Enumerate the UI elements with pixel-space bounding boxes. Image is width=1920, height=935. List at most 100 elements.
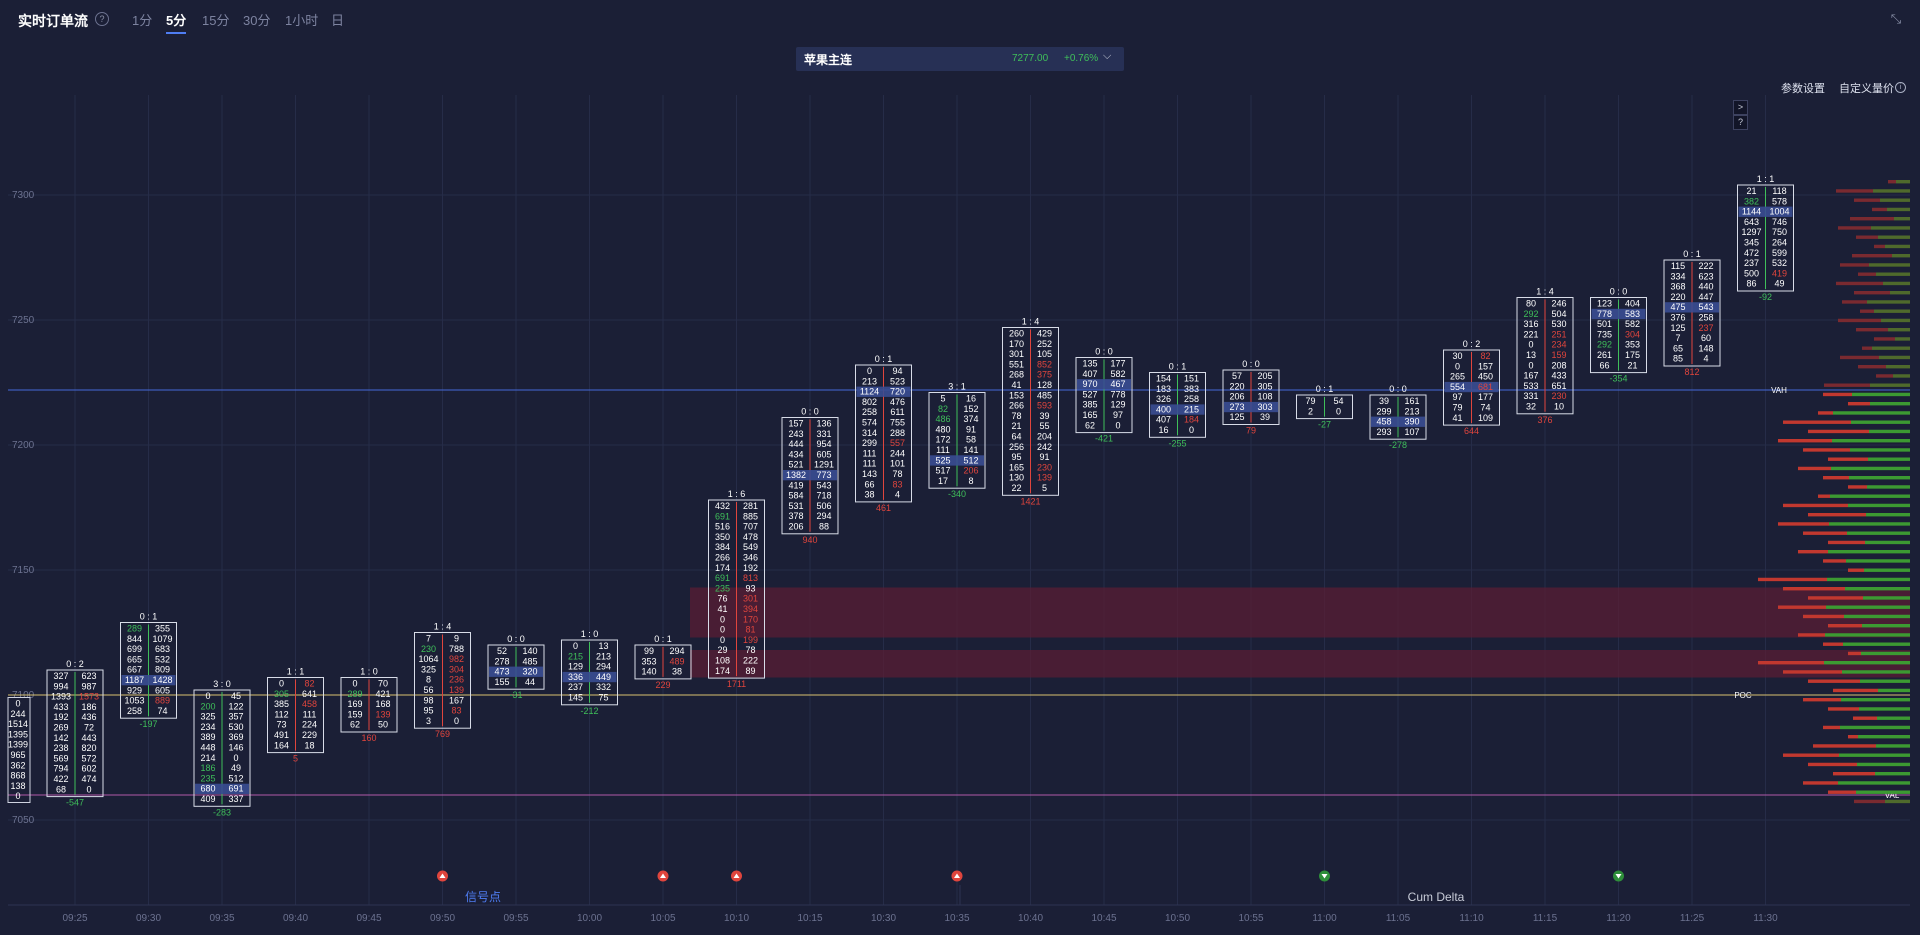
bid-volume-cell: 680 [200, 784, 215, 794]
ask-volume-cell: 778 [1110, 389, 1125, 399]
help-icon[interactable]: ? [95, 12, 109, 26]
timeframe-5min[interactable]: 5分 [166, 10, 187, 34]
candle-ratio-label: 0 : 2 [1463, 339, 1481, 349]
symbol-selector[interactable]: 苹果主连 7277.00 +0.76% ⌵ [796, 47, 1124, 71]
bid-volume-cell: 0 [720, 625, 725, 635]
candle-box [414, 632, 471, 729]
param-settings-button[interactable]: 参数设置 [1781, 83, 1825, 95]
expand-arrow-icon[interactable]: > [1733, 100, 1748, 115]
ask-volume-cell: 750 [1772, 227, 1787, 237]
candle-delta-label: 376 [1537, 415, 1552, 425]
bid-volume-cell: 491 [274, 730, 289, 740]
ask-volume-cell: 108 [1257, 392, 1272, 402]
volume-profile-sell-bar [1803, 698, 1841, 702]
bid-volume-cell: 238 [53, 743, 68, 753]
candle-box [1516, 297, 1574, 415]
volume-profile-buy-bar [1881, 318, 1910, 323]
timeframe-1min[interactable]: 1分 [132, 13, 153, 28]
ask-volume-cell: 44 [525, 677, 535, 687]
ask-volume-cell: 718 [816, 491, 831, 501]
price-tick-label: 7250 [12, 315, 35, 326]
bid-volume-cell: 66 [1599, 360, 1609, 370]
ask-volume-cell: 89 [745, 666, 755, 676]
volume-profile-buy-bar [1839, 753, 1910, 757]
bid-volume-cell: 667 [127, 665, 142, 675]
ask-volume-cell: 303 [1257, 402, 1272, 412]
ask-volume-cell: 1573 [79, 692, 99, 702]
candle-delta-label: 160 [361, 733, 376, 743]
poc-row-highlight [1591, 308, 1646, 320]
bid-volume-cell: 0 [352, 679, 357, 689]
volume-profile-buy-bar [1869, 429, 1910, 434]
bid-volume-cell: 125 [1229, 412, 1244, 422]
ask-volume-cell: 691 [228, 784, 243, 794]
ask-volume-cell: 258 [1184, 394, 1199, 404]
ask-volume-cell: 954 [816, 439, 831, 449]
poc-row-highlight [562, 671, 617, 683]
volume-profile-sell-bar [1818, 411, 1833, 415]
bid-volume-cell: 123 [1597, 299, 1612, 309]
timeframe-1hour[interactable]: 1小时 [285, 13, 319, 28]
timeframe-day[interactable]: 日 [331, 13, 345, 28]
bid-volume-cell: 385 [1082, 400, 1097, 410]
highlight-zone [690, 650, 1910, 678]
signal-arrow-glyph [954, 873, 960, 878]
bid-volume-cell: 368 [1670, 282, 1685, 292]
time-tick-label: 10:05 [650, 913, 675, 924]
candle-box [1369, 394, 1427, 440]
bid-volume-cell: 419 [788, 480, 803, 490]
candle-box [1222, 369, 1280, 425]
bid-volume-cell: 325 [200, 712, 215, 722]
ask-volume-cell: 755 [890, 418, 905, 428]
custom-volume-price-button[interactable]: 自定义量价 [1839, 83, 1894, 95]
ask-volume-cell: 9 [454, 634, 459, 644]
ask-volume-cell: 251 [1551, 329, 1566, 339]
volume-profile-buy-bar [1878, 688, 1910, 693]
volume-profile-buy-bar [1846, 559, 1910, 563]
candle-box [928, 392, 986, 489]
bid-volume-cell: 473 [494, 667, 509, 677]
partial-candle-value: 868 [10, 771, 25, 781]
ask-volume-cell: 0 [86, 784, 91, 794]
timeframe-30min[interactable]: 30分 [243, 13, 271, 28]
bid-volume-cell: 7 [1675, 333, 1680, 343]
candle-ratio-label: 1 : 0 [581, 629, 599, 639]
partial-candle-value: 0 [15, 699, 20, 709]
collapse-arrows-icon[interactable]: ⤡ [1890, 11, 1902, 26]
bid-volume-cell: 32 [1526, 402, 1536, 412]
ask-volume-cell: 852 [1037, 359, 1052, 369]
volume-profile-buy-bar [1879, 355, 1910, 360]
side-help-icon[interactable]: ? [1733, 115, 1748, 130]
ask-volume-cell: 224 [302, 720, 317, 730]
volume-profile-buy-bar [1883, 281, 1910, 286]
ask-volume-cell: 440 [1698, 282, 1713, 292]
candle-delta-label: -421 [1095, 434, 1113, 444]
bid-volume-cell: 0 [720, 635, 725, 645]
ask-volume-cell: 230 [1037, 462, 1052, 472]
bid-volume-cell: 62 [350, 720, 360, 730]
bid-volume-cell: 41 [1011, 380, 1021, 390]
poc-label: POC [1734, 691, 1752, 700]
candle-delta-label: 5 [293, 754, 298, 764]
ask-volume-cell: 530 [1551, 319, 1566, 329]
info-icon[interactable]: i [1895, 82, 1906, 93]
ask-volume-cell: 429 [1037, 329, 1052, 339]
time-tick-label: 10:55 [1238, 913, 1263, 924]
ask-volume-cell: 184 [1184, 415, 1199, 425]
bid-volume-cell: 334 [1670, 271, 1685, 281]
volume-profile-buy-bar [1880, 198, 1910, 202]
volume-profile-buy-bar [1824, 661, 1910, 665]
candle-box [193, 689, 251, 807]
ask-volume-cell: 244 [890, 448, 905, 458]
ask-volume-cell: 419 [1772, 268, 1787, 278]
bid-volume-cell: 486 [935, 414, 950, 424]
volume-profile-sell-bar [1833, 688, 1878, 693]
poc-row-highlight [1224, 401, 1278, 413]
bid-volume-cell: 266 [715, 553, 730, 563]
bid-volume-cell: 574 [862, 418, 877, 428]
ask-volume-cell: 16 [966, 394, 976, 404]
timeframe-15min[interactable]: 15分 [202, 13, 230, 28]
bid-volume-cell: 111 [863, 448, 877, 458]
candle-box [340, 677, 398, 733]
